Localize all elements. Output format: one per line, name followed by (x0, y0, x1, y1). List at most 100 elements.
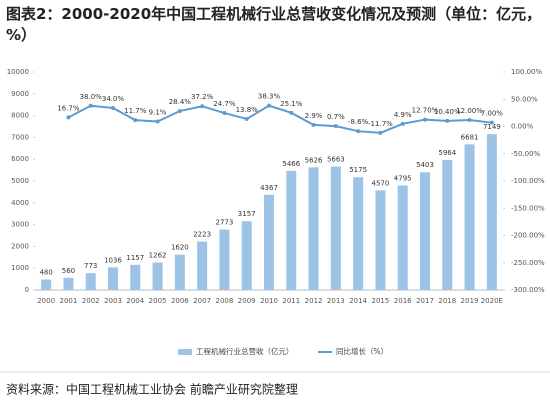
x-tick-label: 2004 (126, 297, 144, 305)
line-value-label: -8.6% (348, 118, 369, 126)
bar-value-label: 4795 (394, 174, 412, 182)
x-tick-label: 2000 (37, 297, 55, 305)
line-marker (378, 130, 383, 135)
line-value-label: 25.1% (280, 100, 303, 108)
bar-value-label: 4367 (260, 184, 278, 192)
bar (286, 170, 297, 290)
y-tick-label: 3000 (11, 221, 29, 229)
bar (442, 159, 453, 290)
bar (375, 190, 386, 290)
line-marker (133, 118, 138, 123)
line-value-label: 2.9% (305, 112, 323, 120)
bar (486, 134, 497, 290)
x-tick-label: 2006 (171, 297, 189, 305)
bar (197, 241, 208, 290)
legend-swatch (178, 349, 192, 355)
line-marker (467, 117, 472, 122)
x-tick-label: 2001 (60, 297, 78, 305)
x-tick-label: 2003 (104, 297, 122, 305)
line (67, 104, 492, 134)
x-tick-label: 2017 (416, 297, 434, 305)
line-marker (88, 103, 93, 108)
line-value-label: 38.3% (258, 93, 281, 101)
bar-value-label: 3157 (238, 210, 256, 218)
bar (264, 194, 274, 290)
source-note: 资料来源：中国工程机械工业协会 前瞻产业研究院整理 (6, 382, 298, 397)
x-tick-label: 2012 (305, 297, 323, 305)
line-value-label: 13.8% (236, 106, 259, 114)
line-marker (244, 116, 249, 121)
bar-value-label: 5175 (349, 166, 367, 174)
bar-value-label: 2773 (216, 219, 234, 227)
bar-value-label: 1036 (104, 256, 122, 264)
y-tick-label: 7000 (11, 133, 29, 141)
y2-tick-label: -250.00% (511, 259, 545, 267)
bar-value-label: 773 (84, 262, 97, 270)
x-tick-label: 2015 (372, 297, 390, 305)
line-value-label: 7.00% (481, 110, 504, 118)
line-marker (356, 129, 361, 134)
y-tick-label: 6000 (11, 155, 29, 163)
y2-tick-label: -300.00% (511, 286, 545, 294)
line-marker (289, 110, 294, 115)
line-marker (267, 103, 271, 108)
line-value-label: 0.7% (327, 113, 345, 121)
line-value-label: 38.0% (80, 93, 103, 101)
bar (63, 277, 74, 290)
y2-tick-label: -200.00% (511, 232, 545, 240)
line-value-label: 12.70% (412, 107, 439, 115)
x-tick-label: 2007 (193, 297, 211, 305)
bar-value-label: 480 (39, 269, 52, 277)
line-value-label: 24.7% (213, 100, 236, 108)
line-marker (177, 109, 182, 114)
bar-value-label: 560 (62, 267, 75, 275)
bar (420, 172, 430, 290)
x-tick-label: 2016 (394, 297, 412, 305)
bar-value-label: 2223 (193, 231, 211, 239)
line-value-label: 10.40% (434, 108, 461, 116)
y2-tick-label: -100.00% (511, 177, 545, 185)
bar-value-label: 5466 (282, 160, 300, 168)
bar (330, 166, 341, 290)
bar-value-label: 1262 (149, 251, 167, 259)
x-tick-label: 2014 (349, 297, 367, 305)
line-marker (155, 119, 160, 124)
line-value-label: 12.00% (456, 107, 483, 115)
y-tick-label: 9000 (11, 90, 29, 98)
x-tick-label: 2019 (461, 297, 479, 305)
bar (152, 262, 163, 290)
line-marker (311, 122, 316, 127)
line-value-label: 28.4% (169, 98, 192, 106)
x-tick-label: 2002 (82, 297, 100, 305)
line-marker (333, 124, 338, 129)
y2-tick-label: 0.00% (511, 123, 534, 131)
bar-value-label: 6681 (461, 133, 479, 141)
line-value-label: -11.7% (368, 120, 393, 128)
bar-value-label: 5663 (327, 156, 345, 164)
line-value-label: 34.0% (102, 95, 125, 103)
bar (219, 229, 230, 290)
bar (464, 144, 475, 290)
x-tick-label: 2010 (260, 297, 278, 305)
line-marker (423, 117, 427, 122)
y-tick-label: 2000 (11, 242, 29, 250)
line-value-label: 4.9% (394, 111, 412, 119)
bar-value-label: 5403 (416, 161, 434, 169)
line-marker (200, 104, 205, 109)
line-marker (66, 115, 71, 120)
line-value-label: 11.7% (124, 107, 147, 115)
line-marker (445, 118, 450, 123)
line-marker (111, 105, 115, 110)
y-tick-label: 1000 (11, 264, 29, 272)
legend-label: 工程机械行业总营收（亿元） (196, 346, 294, 356)
bar-value-label: 4570 (372, 179, 390, 187)
y-tick-label: 4000 (11, 199, 29, 207)
bar-value-label: 5964 (438, 149, 456, 157)
y2-tick-label: -50.00% (511, 150, 541, 158)
y2-tick-label: 100.00% (511, 68, 542, 76)
bar (108, 267, 118, 290)
y-tick-label: 0 (25, 286, 29, 294)
line-marker (400, 121, 405, 126)
